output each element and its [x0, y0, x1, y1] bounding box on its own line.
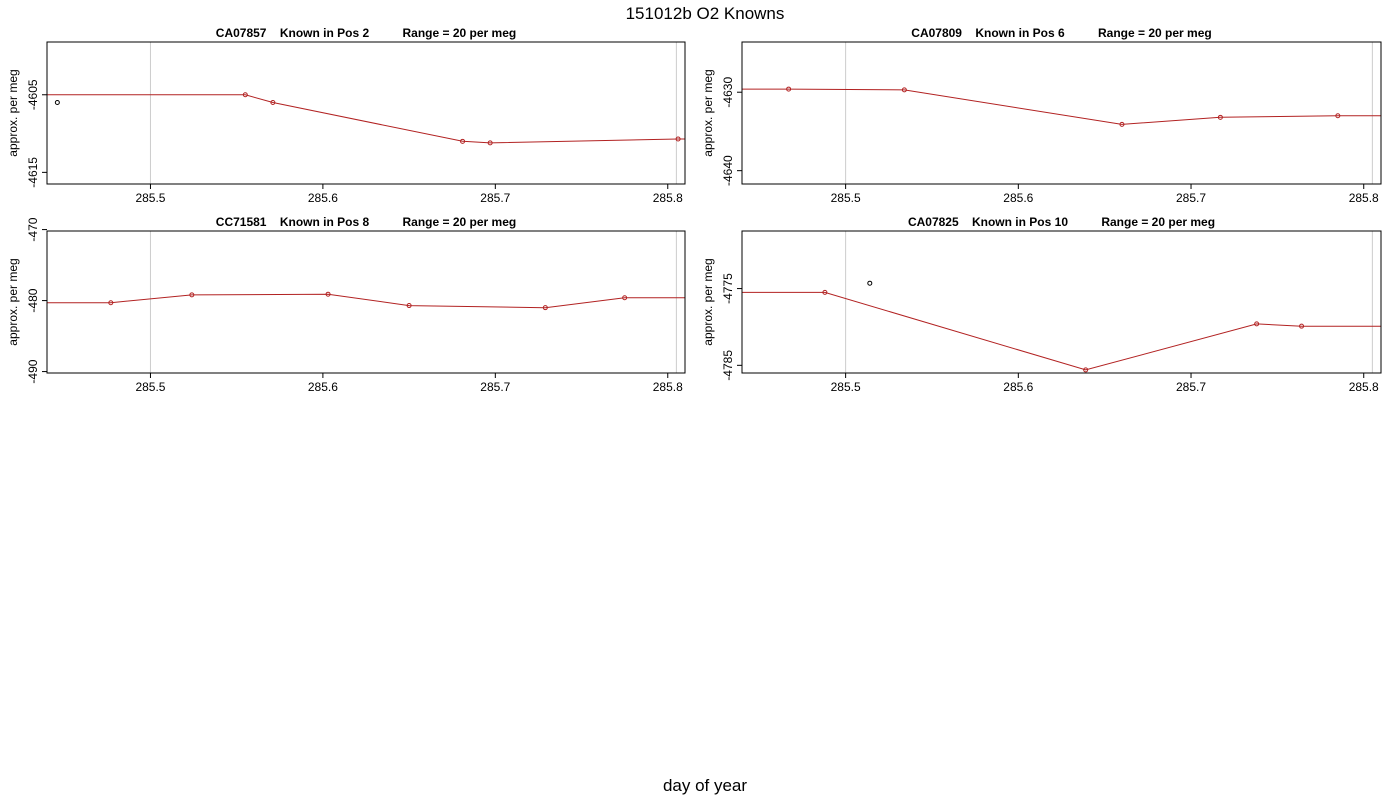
- x-tick-label: 285.6: [1003, 380, 1033, 394]
- y-tick-label: -4640: [721, 155, 735, 186]
- figure-x-axis-label: day of year: [663, 776, 747, 795]
- series-line: [47, 94, 685, 144]
- x-tick-label: 285.8: [1349, 380, 1379, 394]
- data-point: [460, 138, 466, 144]
- data-point: [1299, 323, 1305, 329]
- x-tick-label: 285.5: [831, 380, 861, 394]
- series-line: [742, 88, 1381, 125]
- y-tick-label: -4605: [26, 79, 40, 110]
- data-point: [487, 140, 493, 146]
- plot-area: [742, 231, 1381, 373]
- y-tick-label: -4785: [721, 350, 735, 381]
- plot-area: [47, 42, 685, 184]
- data-point: [1217, 114, 1223, 120]
- data-point: [325, 291, 331, 297]
- panel-frame: [741, 230, 1382, 374]
- data-point: [1119, 121, 1125, 127]
- plot-area: [742, 42, 1381, 184]
- data-point: [54, 100, 60, 106]
- figure-title: 151012b O2 Knowns: [626, 4, 785, 23]
- panel-frame: [46, 230, 686, 374]
- x-tick-label: 285.8: [653, 380, 683, 394]
- panel-frame: [46, 41, 686, 185]
- data-point: [270, 100, 276, 106]
- x-tick-label: 285.8: [1349, 191, 1379, 205]
- data-point: [1254, 321, 1260, 327]
- x-tick-label: 285.5: [135, 380, 165, 394]
- y-axis-label: approx. per meg: [701, 69, 715, 156]
- panel-frame: [741, 41, 1382, 185]
- y-tick-label: -480: [26, 288, 40, 312]
- panel-title: CA07809 Known in Pos 6 Range = 20 per me…: [911, 26, 1211, 40]
- panel-2: CA07809 Known in Pos 6 Range = 20 per me…: [701, 26, 1382, 205]
- data-point: [406, 303, 412, 309]
- y-axis-label: approx. per meg: [701, 258, 715, 345]
- panel-3: CC71581 Known in Pos 8 Range = 20 per me…: [6, 215, 686, 394]
- y-axis-label: approx. per meg: [6, 69, 20, 156]
- data-point: [786, 86, 792, 92]
- data-point: [1335, 113, 1341, 119]
- data-point: [675, 136, 681, 142]
- x-tick-label: 285.6: [1003, 191, 1033, 205]
- data-point: [1083, 367, 1089, 373]
- y-tick-label: -4775: [721, 273, 735, 304]
- y-tick-label: -470: [26, 217, 40, 241]
- panel-title: CC71581 Known in Pos 8 Range = 20 per me…: [216, 215, 516, 229]
- panel-1: CA07857 Known in Pos 2 Range = 20 per me…: [6, 26, 686, 205]
- x-tick-label: 285.5: [135, 191, 165, 205]
- data-point: [242, 92, 248, 98]
- x-tick-label: 285.8: [653, 191, 683, 205]
- data-point: [542, 305, 548, 311]
- x-tick-label: 285.5: [831, 191, 861, 205]
- panel-title: CA07857 Known in Pos 2 Range = 20 per me…: [216, 26, 516, 40]
- data-point: [108, 300, 114, 306]
- series-line: [47, 293, 685, 309]
- data-point: [189, 292, 195, 298]
- data-point: [901, 87, 907, 93]
- data-point: [622, 295, 628, 301]
- y-axis-label: approx. per meg: [6, 258, 20, 345]
- y-tick-label: -490: [26, 359, 40, 383]
- plot-area: [47, 231, 685, 373]
- data-point: [867, 280, 873, 286]
- x-tick-label: 285.7: [480, 191, 510, 205]
- x-tick-label: 285.7: [1176, 380, 1206, 394]
- x-tick-label: 285.6: [308, 380, 338, 394]
- x-tick-label: 285.7: [480, 380, 510, 394]
- panel-4: CA07825 Known in Pos 10 Range = 20 per m…: [701, 215, 1382, 394]
- series-line: [742, 291, 1381, 371]
- y-tick-label: -4630: [721, 77, 735, 108]
- x-tick-label: 285.6: [308, 191, 338, 205]
- panel-title: CA07825 Known in Pos 10 Range = 20 per m…: [908, 215, 1215, 229]
- data-point: [822, 289, 828, 295]
- y-tick-label: -4615: [26, 157, 40, 188]
- x-tick-label: 285.7: [1176, 191, 1206, 205]
